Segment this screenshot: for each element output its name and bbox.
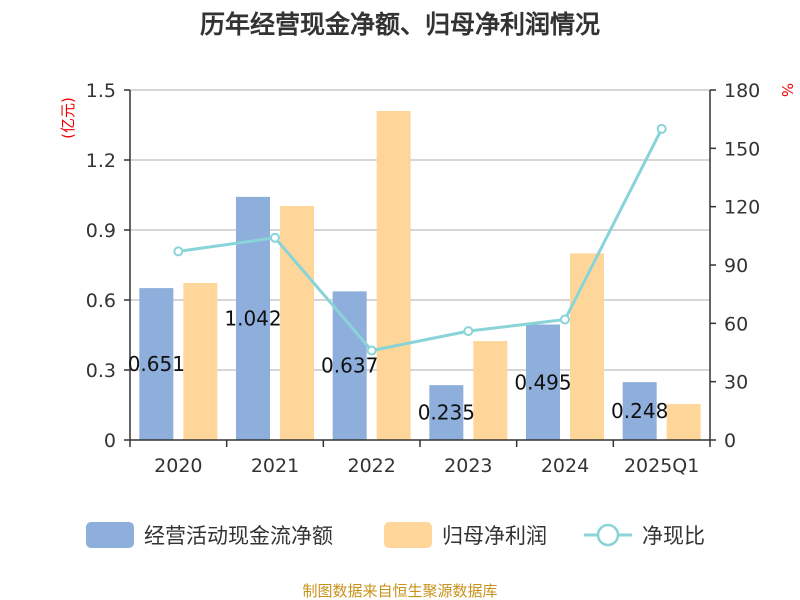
bar-net-profit [183,282,218,440]
x-tick-label: 2020 [154,455,202,477]
legend-label-ratio: 净现比 [642,524,705,548]
footer-source: 制图数据来自恒生聚源数据库 [302,582,497,600]
bar-cash-flow [622,382,657,440]
data-label: 1.042 [224,306,281,330]
right-tick-label: 30 [724,372,748,394]
right-tick-label: 150 [724,138,760,160]
bar-net-profit [473,341,508,440]
ratio-line [178,128,664,353]
bar-net-profit [666,404,701,440]
bar-net-profit [280,205,314,440]
legend-label-net-profit: 归母净利润 [442,524,547,548]
left-tick-label: 0.9 [86,220,116,242]
x-tick-label: 2025Q1 [624,455,699,477]
ratio-point [270,232,280,243]
x-tick-label: 2022 [347,455,395,477]
left-tick-label: 0 [104,430,116,452]
x-tick-label: 2024 [541,455,589,477]
bar-cash-flow [429,385,464,440]
right-tick-label: 180 [724,80,760,102]
data-label: 0.248 [611,399,668,423]
left-tick-label: 0.6 [86,290,116,312]
bar-net-profit [570,253,604,440]
right-axis-label: % [778,83,796,97]
data-label: 0.495 [514,370,571,394]
bar-cash-flow [526,324,560,440]
ratio-point [366,345,377,356]
bar-cash-flow [236,196,270,440]
data-label: 0.235 [418,401,475,425]
ratio-point [463,326,474,337]
ratio-point [173,246,184,257]
legend: 经营活动现金流净额 归母净利润 净现比 [86,522,705,548]
bar-net-profit [376,111,411,440]
legend-marker-ratio [596,523,620,547]
left-tick-label: 1.2 [86,150,116,172]
legend-swatch-cash-flow [86,522,134,548]
bar-cash-flow [332,291,367,440]
chart-title: 历年经营现金净额、归母净利润情况 [200,10,600,39]
right-tick-label: 60 [724,313,748,335]
bar-cash-flow [139,288,174,440]
right-tick-label: 90 [724,255,748,277]
x-tick-label: 2021 [251,455,299,477]
x-tick-label: 2023 [444,455,492,477]
data-label: 0.651 [128,352,185,376]
legend-label-cash-flow: 经营活动现金流净额 [144,524,333,548]
right-tick-label: 0 [724,430,736,452]
left-axis-label: (亿元) [59,97,77,139]
ratio-point [560,314,570,325]
data-label: 0.637 [321,354,378,378]
left-tick-label: 0.3 [86,360,116,382]
right-tick-label: 120 [724,197,760,219]
left-tick-label: 1.5 [86,80,116,102]
legend-swatch-net-profit [384,522,432,548]
ratio-point [656,123,667,134]
